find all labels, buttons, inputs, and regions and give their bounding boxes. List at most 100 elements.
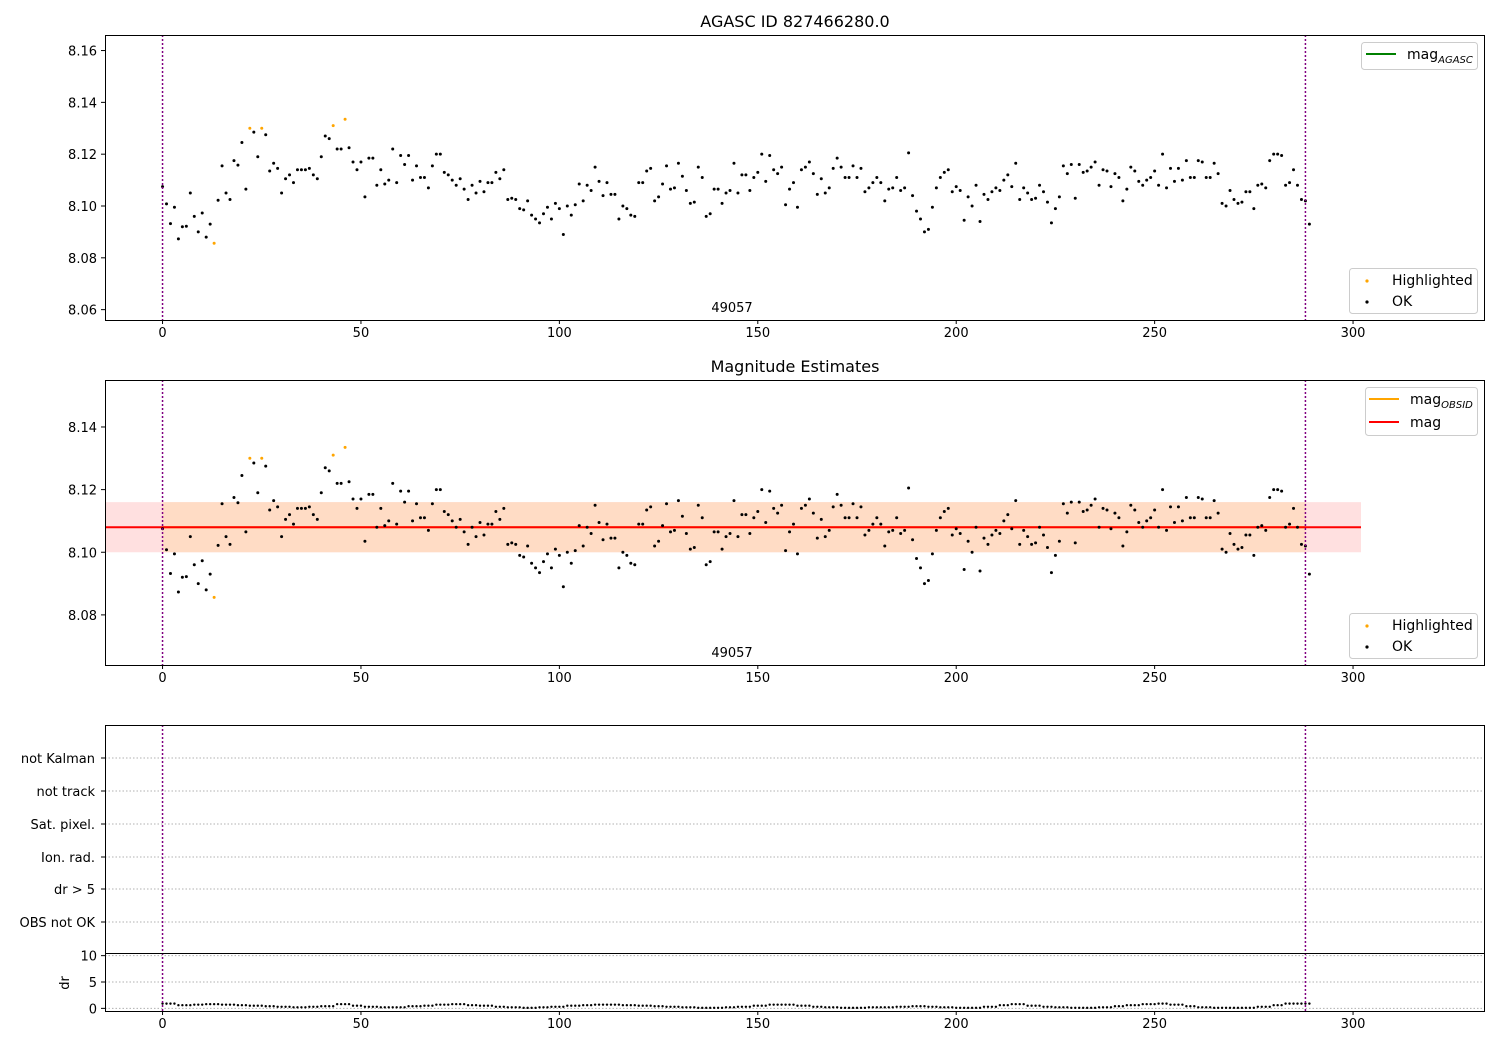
panel2-ok-point — [172, 552, 176, 556]
dr-point — [970, 1006, 974, 1010]
panel1-ok-point — [462, 187, 466, 191]
panel2-ok-point — [490, 522, 494, 526]
panel2-ok-point — [208, 572, 212, 576]
panel1-ok-point — [688, 201, 692, 205]
panel2-ok-point — [375, 525, 379, 529]
panel2-ok-point — [613, 536, 617, 540]
panel2-ok-point — [621, 550, 625, 554]
panel1-ok-point — [220, 164, 224, 168]
panel1-ok-point — [280, 191, 284, 195]
dr-point — [1240, 1006, 1244, 1010]
dr-point — [458, 1002, 462, 1006]
dr-point — [915, 1005, 918, 1008]
dr-point — [363, 1005, 367, 1008]
panel1-ok-point — [542, 212, 546, 216]
panel1-ok-point — [609, 192, 613, 196]
dr-point — [649, 1004, 652, 1007]
panel1-ok-point — [1180, 178, 1184, 182]
panel2-ok-point — [561, 585, 565, 589]
panel2-ok-point — [1105, 508, 1109, 512]
panel2-xtick-label: 300 — [1341, 671, 1366, 686]
panel1-ok-point — [847, 176, 851, 179]
panel2-ok-point — [514, 542, 518, 546]
dr-point — [522, 1006, 525, 1010]
panel1-ok-point — [954, 185, 958, 189]
dr-xtick-label: 50 — [353, 1017, 370, 1032]
panel2-ok-point — [1133, 508, 1137, 512]
panel1-ok-point — [1200, 160, 1204, 164]
dr-point — [1133, 1004, 1136, 1007]
panel2-ok-point — [446, 513, 450, 517]
dr-point — [708, 1006, 712, 1010]
panel1-ok-point — [926, 227, 930, 231]
panel2-ok-point — [450, 519, 454, 523]
dr-point — [581, 1004, 585, 1007]
panel2-ok-point — [224, 535, 228, 539]
panel2-ok-point — [347, 480, 351, 484]
panel2-ok-point — [847, 516, 851, 520]
panel1-ok-point — [807, 160, 811, 164]
panel2-ok-point — [288, 513, 292, 517]
dr-point — [1292, 1002, 1295, 1005]
panel1-ok-point — [581, 199, 585, 203]
panel1-ok-point — [1057, 195, 1061, 199]
panel2-ok-point — [605, 522, 609, 526]
dr-point — [1228, 1006, 1232, 1010]
dr-point — [1165, 1002, 1168, 1005]
panel2-ok-point — [907, 486, 911, 490]
panel1-ok-point — [839, 165, 843, 169]
dr-point — [546, 1006, 549, 1009]
legend-highlighted-label: Highlighted — [1392, 618, 1473, 634]
panel1-ok-point — [518, 207, 522, 211]
dr-point — [605, 1003, 609, 1006]
panel2-plot-area: 8.08 8.10 8.12 8.14 0 50 100 150 200 250 300 — [68, 380, 1365, 686]
dr-point — [958, 1006, 962, 1010]
panel2-xtick-label: 100 — [547, 671, 572, 686]
panel1-xtick-label: 250 — [1142, 326, 1167, 341]
panel2-ok-point — [930, 552, 934, 556]
panel1-ok-point — [716, 187, 720, 191]
panel1-ok-point — [418, 176, 422, 179]
dr-point — [244, 1004, 248, 1007]
panel1-ok-point — [295, 168, 299, 172]
dr-point — [1300, 1002, 1303, 1005]
panel2-ok-point — [510, 541, 514, 545]
panel2-ok-point — [839, 503, 843, 507]
panel2-ok-point — [1228, 531, 1232, 535]
dr-point — [1101, 1006, 1105, 1009]
panel1-ok-point — [593, 165, 597, 169]
panel1-ok-point — [1232, 198, 1236, 202]
panel1-ok-point — [1085, 169, 1089, 173]
dr-point — [514, 1006, 517, 1009]
panel2-ok-point — [668, 530, 672, 534]
dr-point — [617, 1003, 621, 1006]
dr-point — [272, 1005, 275, 1008]
dr-point — [1272, 1004, 1275, 1007]
panel2-ok-point — [1034, 541, 1038, 545]
panel1-ok-point — [359, 160, 363, 164]
panel1-legend-points-box — [1349, 268, 1478, 314]
panel2-ok-point — [601, 538, 605, 542]
panel2-ok-point — [232, 495, 236, 499]
panel2-ok-point — [788, 530, 792, 534]
dr-xtick-label: 150 — [745, 1017, 770, 1032]
dr-point — [673, 1005, 676, 1008]
panel1-ok-point — [569, 213, 573, 217]
panel2-ok-point — [351, 497, 355, 501]
panel2-ok-point — [470, 525, 474, 529]
panel1-ok-point — [708, 212, 712, 216]
dr-point — [629, 1004, 633, 1007]
panel1-ok-point — [1069, 163, 1073, 167]
panel1-ok-point — [1002, 178, 1006, 182]
panel2-ok-point — [1169, 505, 1173, 509]
dr-point — [387, 1006, 390, 1009]
panel1-ok-point — [823, 191, 827, 195]
panel2-ok-point — [657, 539, 661, 543]
panel1-ok-point — [597, 179, 601, 183]
legend-highlighted-marker — [1365, 279, 1369, 283]
panel2-ok-point — [1224, 550, 1228, 554]
dr-point — [197, 1003, 200, 1006]
dr-point — [1153, 1002, 1156, 1006]
panel1-ok-point — [228, 198, 232, 202]
dr-point — [800, 1004, 803, 1007]
